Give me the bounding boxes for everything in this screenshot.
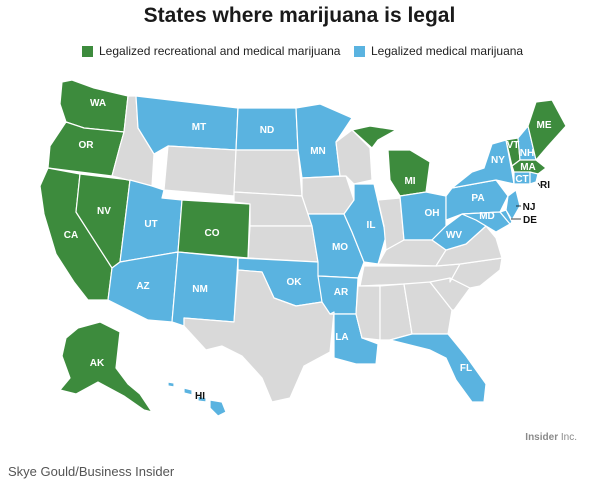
- state-MT: [135, 95, 239, 155]
- state-TX: [183, 269, 335, 403]
- state-NJ: [505, 189, 521, 221]
- state-label-NM: NM: [192, 284, 208, 295]
- state-label-ME: ME: [537, 120, 552, 131]
- state-SD: [233, 149, 303, 197]
- state-HI: [167, 381, 227, 417]
- state-label-PA: PA: [471, 193, 484, 204]
- state-label-CT: CT: [515, 174, 528, 185]
- state-SC: [429, 277, 471, 311]
- state-WY: [163, 145, 237, 197]
- legend-item-medical: Legalized medical marijuana: [354, 44, 523, 58]
- state-label-IL: IL: [367, 220, 376, 231]
- state-label-OH: OH: [425, 208, 440, 219]
- image-credit: Skye Gould/Business Insider: [8, 464, 175, 479]
- state-label-WV: WV: [446, 230, 462, 241]
- state-label-VT: VT: [507, 140, 520, 151]
- state-label-OK: OK: [287, 277, 303, 288]
- state-label-RI: RI: [540, 180, 550, 191]
- state-label-CO: CO: [205, 228, 220, 239]
- state-label-MD: MD: [479, 211, 495, 222]
- state-label-AZ: AZ: [136, 281, 149, 292]
- state-label-AK: AK: [90, 358, 105, 369]
- state-RI: [529, 171, 539, 185]
- state-label-LA: LA: [335, 332, 348, 343]
- state-label-MA: MA: [520, 162, 536, 173]
- leader-line-RI: [537, 182, 541, 187]
- state-label-HI: HI: [195, 391, 205, 402]
- state-label-NY: NY: [491, 155, 505, 166]
- state-label-MO: MO: [332, 242, 348, 253]
- state-IA: [301, 175, 355, 215]
- state-DE: [499, 209, 513, 225]
- legend-swatch-medical: [354, 45, 365, 57]
- state-label-NH: NH: [520, 148, 534, 159]
- state-label-UT: UT: [144, 219, 157, 230]
- state-FL: [389, 333, 487, 403]
- state-label-WA: WA: [90, 98, 106, 109]
- state-label-CA: CA: [64, 230, 78, 241]
- state-MS: [355, 285, 381, 341]
- state-label-MN: MN: [310, 146, 326, 157]
- state-label-ND: ND: [260, 125, 274, 136]
- state-label-MI: MI: [404, 176, 415, 187]
- state-label-AR: AR: [334, 287, 349, 298]
- insider-logo: Insider Inc.: [525, 432, 577, 443]
- state-label-FL: FL: [460, 363, 472, 374]
- state-label-MT: MT: [192, 122, 206, 133]
- legend-label-medical: Legalized medical marijuana: [371, 44, 524, 58]
- us-map: WA OR CA NV MT ND MN UT CO AZ NM OK MO A…: [39, 79, 567, 417]
- legend-swatch-recreational: [82, 45, 93, 57]
- legend-item-recreational: Legalized recreational and medical marij…: [82, 44, 340, 58]
- state-label-DE: DE: [523, 215, 537, 226]
- state-label-OR: OR: [79, 140, 95, 151]
- legend-label-recreational: Legalized recreational and medical marij…: [99, 44, 341, 58]
- state-label-NJ: NJ: [523, 202, 536, 213]
- map-title: States where marijuana is legal: [143, 4, 456, 27]
- state-KS: [247, 225, 319, 263]
- state-label-NV: NV: [97, 206, 111, 217]
- legend: Legalized recreational and medical marij…: [0, 44, 599, 60]
- state-AK: [59, 321, 153, 413]
